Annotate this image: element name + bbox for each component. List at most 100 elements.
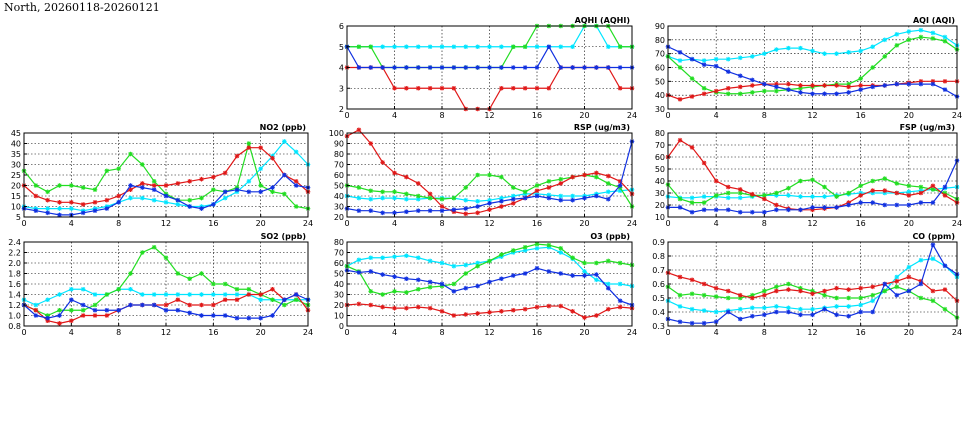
series-blue-point — [894, 292, 900, 298]
series-red-point — [725, 184, 731, 190]
series-cyan-point — [930, 256, 936, 262]
x-tick-label: 24 — [952, 219, 962, 228]
series-blue-point — [522, 271, 528, 276]
series-blue-point — [822, 306, 827, 312]
series-blue-point — [187, 310, 192, 316]
series-green-point — [762, 288, 767, 294]
series-red-point — [92, 200, 98, 205]
series-cyan-point — [942, 34, 948, 40]
series-cyan-point — [380, 195, 385, 201]
series-blue-point — [713, 63, 719, 69]
series-blue-point — [282, 172, 287, 178]
series-cyan-point — [475, 198, 480, 204]
series-red-point — [104, 313, 110, 318]
series-green-point — [104, 292, 110, 297]
series-cyan-point — [151, 292, 157, 297]
series-green-point — [368, 289, 374, 294]
series-red-point — [737, 84, 743, 90]
series-red-point — [713, 88, 719, 94]
series-red-point — [427, 85, 433, 91]
series-red-point — [725, 85, 731, 91]
series-red-point — [870, 188, 876, 193]
series-green-point — [356, 44, 362, 50]
series-cyan-point — [882, 190, 888, 196]
series-green-point — [605, 258, 611, 264]
series-blue-point — [45, 210, 50, 216]
series-blue-point — [930, 242, 936, 248]
series-cyan-point — [368, 196, 374, 202]
series-red-point — [701, 281, 707, 287]
x-tick-label: 12 — [161, 219, 171, 228]
series-blue-point — [404, 276, 409, 282]
series-red-point — [92, 313, 98, 318]
series-red-point — [522, 85, 528, 91]
series-blue-point — [427, 279, 433, 285]
series-red-point — [689, 94, 695, 99]
series-green-point — [57, 183, 62, 188]
series-green-point — [749, 90, 755, 95]
series-blue-point — [762, 81, 767, 87]
series-cyan-point — [356, 257, 362, 263]
series-red-point — [222, 297, 228, 303]
series-green-point — [140, 250, 145, 255]
series-blue-point — [786, 87, 791, 92]
series-green-point — [894, 181, 900, 186]
series-green-point — [522, 189, 528, 195]
series-blue-point — [356, 208, 362, 213]
x-tick-label: 16 — [856, 219, 866, 228]
series-blue-point — [392, 210, 397, 216]
series-blue-point — [546, 269, 552, 274]
series-blue-point — [918, 281, 924, 287]
series-red-point — [701, 91, 707, 97]
series-blue-point — [140, 185, 145, 190]
series-green-point — [368, 44, 374, 50]
series-red-point — [546, 303, 552, 309]
series-cyan-point — [356, 195, 362, 201]
series-cyan-point — [140, 195, 145, 201]
series-blue-point — [151, 302, 157, 308]
y-tick-label: 2.4 — [8, 238, 21, 247]
series-green-point — [487, 258, 492, 264]
series-red-point — [846, 84, 851, 90]
series-red-point — [594, 170, 599, 176]
series-green-point — [451, 195, 457, 201]
series-blue-point — [163, 307, 169, 313]
series-blue-point — [427, 208, 433, 213]
x-tick-label: 16 — [208, 328, 218, 337]
series-green-point — [882, 176, 888, 181]
series-cyan-point — [211, 292, 216, 297]
x-tick-label: 12 — [484, 219, 494, 228]
series-cyan-point — [415, 44, 421, 50]
series-cyan-point — [570, 193, 575, 199]
series-red-point — [534, 85, 540, 91]
series-cyan-point — [774, 193, 779, 198]
x-tick-label: 8 — [439, 328, 444, 337]
series-green-point — [282, 302, 287, 308]
series-cyan-point — [368, 255, 374, 261]
series-blue-point — [689, 320, 695, 326]
series-green-point — [475, 263, 480, 269]
series-cyan-point — [594, 277, 599, 283]
series-red-point — [293, 179, 299, 184]
x-tick-label: 16 — [532, 111, 542, 120]
series-red-point — [234, 153, 240, 159]
series-red-point — [211, 302, 216, 308]
series-green-point — [570, 255, 575, 261]
series-green-point — [546, 242, 552, 248]
series-blue-point — [222, 313, 228, 318]
series-cyan-point — [258, 297, 263, 303]
series-green-point — [701, 85, 707, 91]
series-cyan-point — [858, 190, 863, 196]
y-tick-label: 30 — [334, 291, 344, 300]
series-blue-point — [882, 281, 888, 287]
series-green-point — [858, 183, 863, 189]
series-red-point — [534, 304, 540, 310]
series-green-point — [725, 295, 731, 301]
series-green-point — [293, 204, 299, 209]
series-cyan-point — [846, 49, 851, 55]
series-cyan-point — [487, 44, 492, 50]
series-green-point — [270, 297, 275, 303]
series-blue-point — [439, 281, 445, 287]
series-cyan-point — [737, 55, 743, 61]
